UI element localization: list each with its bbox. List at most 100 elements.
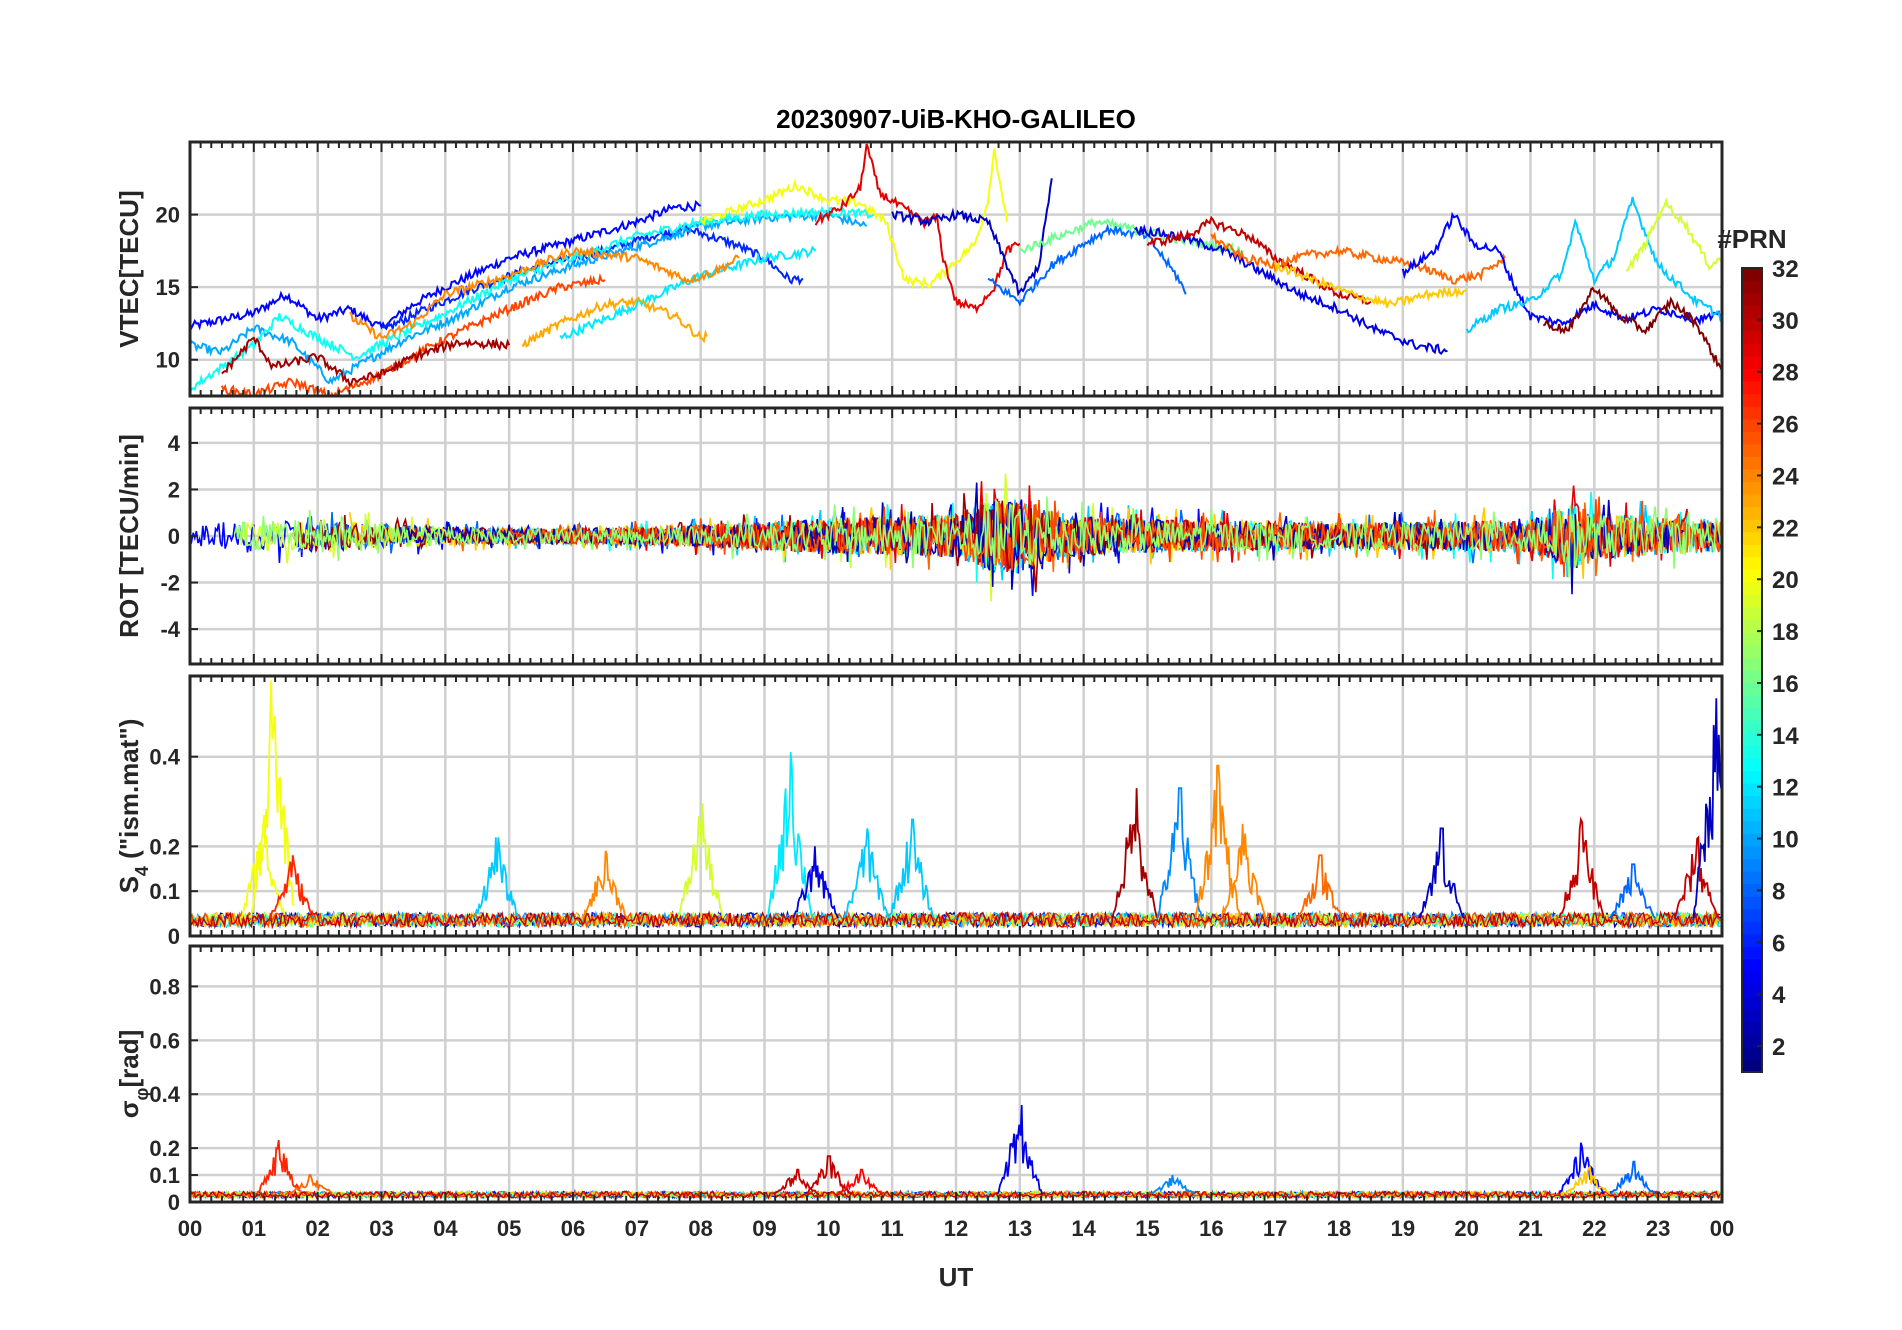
colorbar-segment (1742, 707, 1762, 721)
y-axis-label-rot: ROT [TECU/min] (114, 434, 144, 638)
vtec-series-prn-10 (190, 209, 868, 386)
ticks-vtec (189, 142, 1723, 396)
spike-prn-20 (240, 814, 286, 919)
y-tick-label: 0.2 (149, 834, 180, 859)
colorbar-segment (1742, 619, 1762, 633)
colorbar-tick-label: 16 (1772, 671, 1799, 698)
colorbar-tick-label: 4 (1772, 982, 1786, 1009)
colorbar-segment (1742, 996, 1762, 1010)
spike-prn-19 (677, 803, 724, 919)
spike-prn-25 (288, 1174, 333, 1195)
spike-prn-9 (1156, 787, 1203, 919)
colorbar-segment (1742, 883, 1762, 897)
colorbar-tick-label: 30 (1772, 308, 1799, 335)
vtec-series-prn-5 (1401, 211, 1722, 328)
colorbar-segment (1742, 544, 1762, 558)
colorbar-tick-label: 26 (1772, 412, 1799, 439)
colorbar-segment (1742, 393, 1762, 407)
colorbar-segment (1742, 958, 1762, 972)
x-tick-label: 20 (1454, 1216, 1478, 1241)
colorbar-segment (1742, 481, 1762, 495)
x-tick-label: 06 (561, 1216, 585, 1241)
colorbar-tick-label: 10 (1772, 827, 1799, 854)
colorbar-segment (1742, 908, 1762, 922)
colorbar-segment (1742, 418, 1762, 432)
colorbar-segment (1742, 1009, 1762, 1023)
vtec-series-prn-22 (1274, 260, 1468, 309)
colorbar-segment (1742, 971, 1762, 985)
spike-prn-4 (792, 846, 839, 919)
colorbar-segment (1742, 745, 1762, 759)
panel-s4: 0 0.1 0.2 0.4S4 ("ism.mat") (114, 674, 1724, 949)
colorbar-segment (1742, 1021, 1762, 1035)
x-tick-label: 05 (497, 1216, 521, 1241)
colorbar-segment (1742, 795, 1762, 809)
colorbar-segment (1742, 632, 1762, 646)
colorbar-frame (1741, 267, 1763, 1073)
colorbar-label: #PRN (1717, 224, 1786, 254)
colorbar-segment (1742, 757, 1762, 771)
colorbar-segment (1742, 896, 1762, 910)
colorbar-segment (1742, 732, 1762, 746)
colorbar-segment (1742, 318, 1762, 332)
data-rot (190, 473, 1722, 602)
colorbar-segment (1742, 808, 1762, 822)
x-tick-label: 11 (881, 1216, 904, 1241)
colorbar-segment (1742, 695, 1762, 709)
x-tick-label: 00 (1710, 1216, 1734, 1241)
x-tick-label: 04 (433, 1216, 458, 1241)
spike-prn-28 (837, 1168, 883, 1195)
x-tick-label: 03 (369, 1216, 393, 1241)
colorbar-segment (1742, 368, 1762, 382)
colorbar-segment (1742, 268, 1762, 282)
spike-prn-30 (1558, 816, 1605, 919)
spike-prn-30 (1673, 835, 1720, 919)
spike-prn-8 (1609, 863, 1656, 919)
colorbar-segment (1742, 670, 1762, 684)
x-tick-label: 16 (1199, 1216, 1223, 1241)
vtec-series-prn-4 (1134, 223, 1448, 356)
y-tick-label: 0.4 (149, 1082, 180, 1107)
colorbar-segment (1742, 1059, 1762, 1073)
vtec-series-prn-24 (349, 246, 740, 340)
spike-prn-24 (581, 850, 628, 919)
x-tick-label: 08 (688, 1216, 712, 1241)
y-tick-label: 0.4 (149, 745, 180, 770)
colorbar-segment (1742, 871, 1762, 885)
chart-title: 20230907-UiB-KHO-GALILEO (776, 104, 1136, 134)
colorbar-segment (1742, 293, 1762, 307)
colorbar-segment (1742, 330, 1762, 344)
spike-prn-25 (1296, 854, 1343, 919)
colorbar-segment (1742, 820, 1762, 834)
x-tick-label: 07 (625, 1216, 649, 1241)
spike-prn-11 (473, 837, 520, 919)
colorbar-segment (1742, 682, 1762, 696)
colorbar-segment (1742, 720, 1762, 734)
colorbar-segment (1742, 858, 1762, 872)
x-tick-label: 14 (1071, 1216, 1096, 1241)
grid-s4 (190, 676, 1722, 938)
panel-rot: -4 -2 0 2 4 ROT [TECU/min] (114, 406, 1724, 666)
colorbar-segment (1742, 494, 1762, 508)
colorbar-tick-label: 2 (1772, 1034, 1785, 1061)
colorbar-segment (1742, 933, 1762, 947)
colorbar-segment (1742, 657, 1762, 671)
ticks-sigma_phi (189, 946, 1723, 1203)
data-s4 (190, 680, 1722, 930)
y-tick-label: 0 (168, 924, 180, 949)
spike-prn-24 (1220, 823, 1267, 919)
vtec-series-prn-12 (559, 245, 817, 340)
vtec-series-prn-11 (1465, 196, 1722, 334)
x-tick-label: 01 (242, 1216, 266, 1241)
colorbar-segment (1742, 431, 1762, 445)
spike-prn-27 (269, 855, 315, 919)
vtec-series-prn-25 (1210, 231, 1506, 285)
x-axis-label: UT (939, 1262, 974, 1292)
x-tick-label: 09 (752, 1216, 776, 1241)
y-tick-label: 20 (156, 203, 180, 228)
x-tick-label: 23 (1646, 1216, 1670, 1241)
y-tick-label: 0 (168, 1190, 180, 1215)
colorbar-tick-label: 28 (1772, 360, 1799, 387)
colorbar-segment (1742, 833, 1762, 847)
